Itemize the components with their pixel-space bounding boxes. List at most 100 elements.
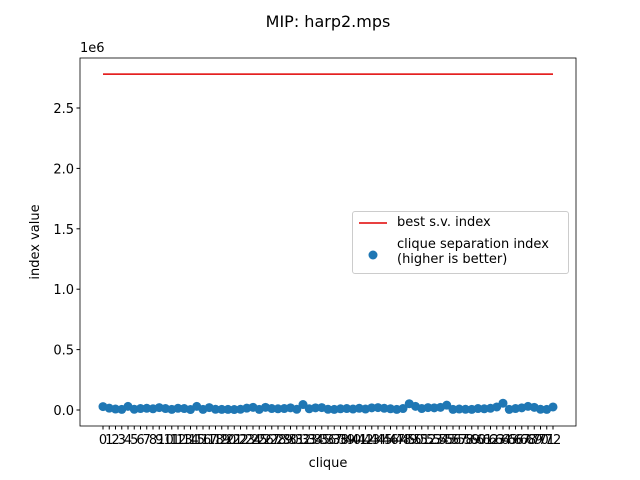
x-tick-label: 39	[338, 433, 355, 448]
x-tick-label: 28	[270, 433, 287, 448]
point	[211, 404, 220, 414]
x-tick-label: 72	[545, 433, 562, 448]
legend-keys	[359, 222, 387, 260]
x-tick-label: 57	[451, 433, 468, 448]
x-tick-label: 51	[413, 433, 430, 448]
point	[461, 404, 470, 414]
x-tick-label: 7	[143, 433, 151, 448]
x-tick-label: 25	[251, 433, 268, 448]
x-tick-label: 4	[124, 433, 132, 448]
x-tick-label: 64	[495, 433, 512, 448]
x-tick-label: 30	[282, 433, 299, 448]
x-tick-label: 53	[426, 433, 443, 448]
x-tick-label: 63	[488, 433, 505, 448]
x-tick-label: 32	[295, 433, 312, 448]
x-tick-label: 5	[130, 433, 138, 448]
point	[323, 404, 333, 414]
x-tick-label: 37	[326, 433, 343, 448]
x-tick-label: 70	[532, 433, 549, 448]
y-tick-label: 1.0	[53, 283, 74, 298]
x-tick-label: 36	[320, 433, 337, 448]
x-tick-label: 47	[388, 433, 405, 448]
chart-title: MIP: harp2.mps	[266, 12, 391, 31]
x-tick-label: 48	[395, 433, 412, 448]
x-tick-label: 52	[420, 433, 437, 448]
x-tick-label: 61	[476, 433, 493, 448]
x-tick-label: 23	[238, 433, 255, 448]
x-tick-label: 60	[470, 433, 487, 448]
x-tick-label: 19	[213, 433, 230, 448]
y-tick-label: 0.0	[53, 404, 74, 419]
x-tick-label: 45	[376, 433, 393, 448]
x-tick-label: 56	[445, 433, 462, 448]
point	[223, 404, 233, 414]
x-tick-label: 2	[111, 433, 119, 448]
x-tick-label: 38	[332, 433, 349, 448]
y-axis-label: index value	[28, 204, 43, 279]
x-tick-label: 18	[207, 433, 224, 448]
x-tick-label: 16	[195, 433, 212, 448]
x-tick-label: 3	[118, 433, 126, 448]
x-tick-label: 26	[257, 433, 274, 448]
x-tick-label: 44	[370, 433, 387, 448]
x-tick-label: 15	[188, 433, 205, 448]
x-tick-label: 21	[226, 433, 243, 448]
x-tick-label: 65	[501, 433, 518, 448]
point	[398, 404, 408, 414]
legend-label: clique separation index (higher is bette…	[397, 237, 549, 267]
x-tick-label: 14	[182, 433, 199, 448]
x-tick-label: 13	[176, 433, 193, 448]
x-tick-label: 41	[351, 433, 368, 448]
x-tick-label: 33	[301, 433, 318, 448]
x-tick-label: 9	[155, 433, 163, 448]
x-tick-label: 31	[288, 433, 305, 448]
x-tick-label: 49	[401, 433, 418, 448]
legend-label: best s.v. index	[397, 215, 491, 230]
y-tick-label: 0.5	[53, 344, 74, 359]
x-tick-label: 54	[432, 433, 449, 448]
x-tick-label: 10	[157, 433, 174, 448]
x-tick-label: 62	[482, 433, 499, 448]
x-tick-label: 8	[149, 433, 157, 448]
x-tick-label: 66	[507, 433, 524, 448]
x-tick-label: 42	[357, 433, 374, 448]
x-tick-label: 71	[538, 433, 555, 448]
y-tick-label: 1.5	[53, 223, 74, 238]
x-tick-label: 58	[457, 433, 474, 448]
x-tick-label: 20	[220, 433, 237, 448]
x-tick-label: 34	[307, 433, 324, 448]
x-tick-label: 22	[232, 433, 249, 448]
point	[498, 398, 508, 408]
point	[292, 404, 302, 414]
x-tick-label: 6	[136, 433, 144, 448]
x-tick-label: 67	[513, 433, 530, 448]
point	[217, 404, 227, 414]
x-tick-label: 1	[105, 433, 113, 448]
x-tick-label: 24	[245, 433, 262, 448]
point	[548, 402, 558, 412]
x-tick-label: 59	[463, 433, 480, 448]
x-tick-label: 43	[363, 433, 380, 448]
x-tick-label: 17	[201, 433, 218, 448]
point	[536, 404, 545, 414]
plot-frame	[79, 57, 577, 427]
x-tick-label: 27	[263, 433, 280, 448]
x-tick-label: 40	[345, 433, 362, 448]
y-tick-label: 2.0	[53, 162, 74, 177]
x-axis-label: clique	[309, 456, 348, 471]
legend: best s.v. index clique separation index (…	[352, 211, 569, 274]
x-tick-label: 12	[170, 433, 187, 448]
x-tick-label: 46	[382, 433, 399, 448]
x-tick-label: 55	[438, 433, 455, 448]
offset-text: 1e6	[80, 41, 105, 56]
x-tick-label: 0	[99, 433, 107, 448]
x-tick-label: 69	[526, 433, 543, 448]
x-tick-label: 11	[163, 433, 180, 448]
x-tick-label: 29	[276, 433, 293, 448]
x-tick-label: 35	[313, 433, 330, 448]
x-tick-label: 68	[520, 433, 537, 448]
x-tick-label: 50	[407, 433, 424, 448]
legend-key-point	[368, 250, 378, 260]
